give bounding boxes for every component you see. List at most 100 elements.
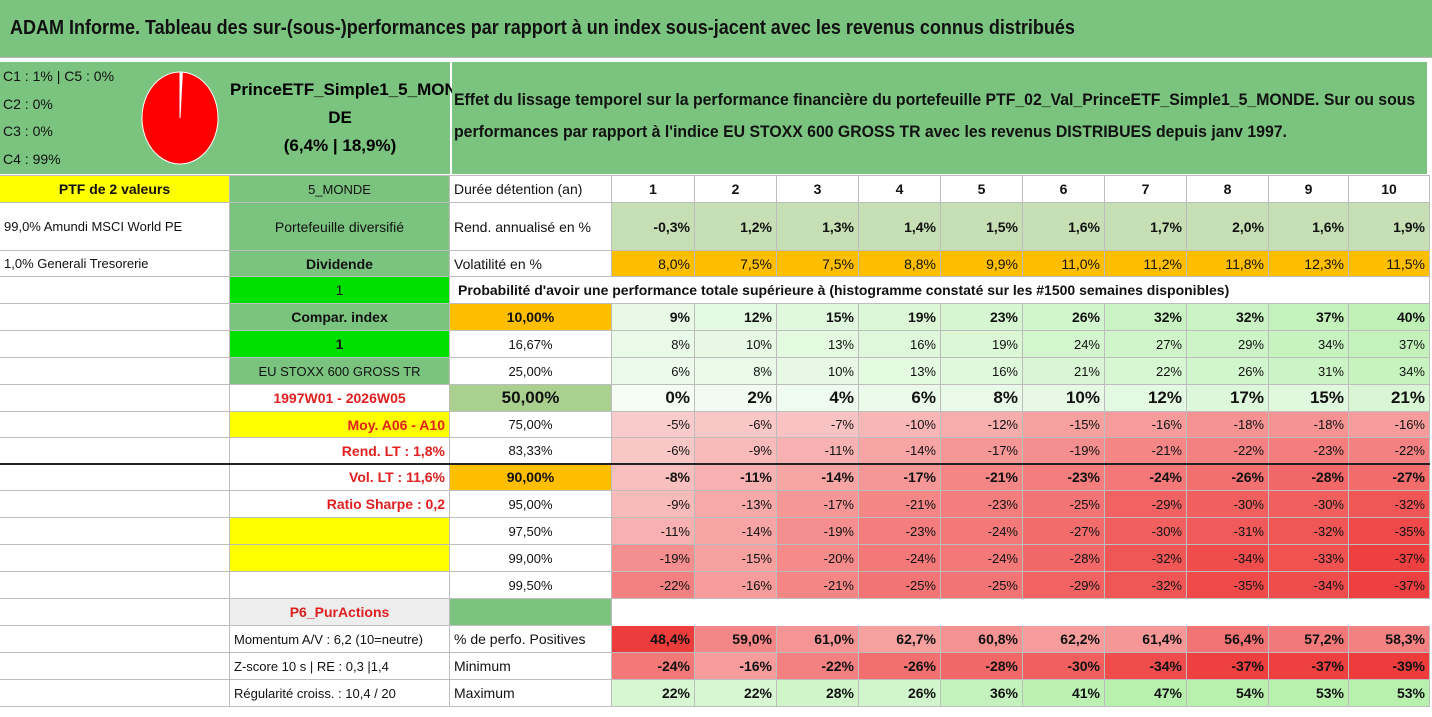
empty-cell xyxy=(0,412,230,438)
quantile-value: -24% xyxy=(1105,464,1187,491)
quantile-probability: 25,00% xyxy=(450,358,612,385)
year-header: 1 xyxy=(612,176,695,203)
quantile-value: -6% xyxy=(695,412,777,438)
portfolio-name-line1: PrinceETF_Simple1_5_MON xyxy=(230,80,457,99)
quantile-probability: 95,00% xyxy=(450,491,612,518)
adam-score xyxy=(230,518,450,545)
description-line2: performances par rapport à l'indice EU S… xyxy=(454,122,1287,141)
annual-return-value: 2,0% xyxy=(1187,203,1269,251)
ptf-count: PTF de 2 valeurs xyxy=(0,176,230,203)
quantile-value: -28% xyxy=(1269,464,1349,491)
quantile-value: -32% xyxy=(1105,545,1187,572)
allocation-pie-chart xyxy=(141,71,219,165)
zscore-label: Z-score 10 s | RE : 0,3 |1,4 xyxy=(230,653,450,680)
quantile-value: -11% xyxy=(695,464,777,491)
year-header: 9 xyxy=(1269,176,1349,203)
minimum-value: -34% xyxy=(1105,653,1187,680)
annual-return-value: 1,2% xyxy=(695,203,777,251)
volatility-value: 7,5% xyxy=(695,251,777,277)
empty-cell xyxy=(0,464,230,491)
quantile-value: 12% xyxy=(695,304,777,331)
quantile-probability: 99,50% xyxy=(450,572,612,599)
quantile-probability: 75,00% xyxy=(450,412,612,438)
quantile-value: -8% xyxy=(612,464,695,491)
portfolio-name-line2: DE xyxy=(328,108,352,127)
year-header: 5 xyxy=(941,176,1023,203)
empty-cell xyxy=(0,491,230,518)
quantile-value: 0% xyxy=(612,385,695,412)
quantile-value: 26% xyxy=(1187,358,1269,385)
quantile-value: -33% xyxy=(1269,545,1349,572)
quantile-value: 24% xyxy=(1023,331,1105,358)
volatility-value: 8,8% xyxy=(859,251,941,277)
positive-performance: 56,4% xyxy=(1187,626,1269,653)
quantile-value: 21% xyxy=(1349,385,1430,412)
quantile-value: -15% xyxy=(695,545,777,572)
maximum-value: 47% xyxy=(1105,680,1187,707)
quantile-value: 15% xyxy=(1269,385,1349,412)
regularity-label: Régularité croiss. : 10,4 / 20 xyxy=(230,680,450,707)
quantile-value: -15% xyxy=(1023,412,1105,438)
annual-return-value: -0,3% xyxy=(612,203,695,251)
period-label: 1997W01 - 2026W05 xyxy=(230,385,450,412)
quantile-value: 12% xyxy=(1105,385,1187,412)
quantile-value: -31% xyxy=(1187,518,1269,545)
quantile-value: -16% xyxy=(1349,412,1430,438)
quantile-value: -23% xyxy=(859,518,941,545)
quantile-value: -17% xyxy=(941,438,1023,464)
quantile-value: 37% xyxy=(1349,331,1430,358)
strategy-label: P6_PurActions xyxy=(230,599,450,626)
minimum-value: -24% xyxy=(612,653,695,680)
empty-cell xyxy=(0,653,230,680)
quantile-value: -16% xyxy=(1105,412,1187,438)
diversified-label: Portefeuille diversifié xyxy=(230,203,450,251)
quantile-value: -9% xyxy=(695,438,777,464)
flag-value-1: 1 xyxy=(230,277,450,304)
quantile-value: 34% xyxy=(1269,331,1349,358)
minimum-value: -26% xyxy=(859,653,941,680)
quantile-value: -32% xyxy=(1105,572,1187,599)
quantile-value: -18% xyxy=(1269,412,1349,438)
quantile-value: -22% xyxy=(1187,438,1269,464)
quantile-value: 8% xyxy=(695,358,777,385)
quantile-value: -11% xyxy=(777,438,859,464)
year-header: 3 xyxy=(777,176,859,203)
year-header: 2 xyxy=(695,176,777,203)
quantile-value: -21% xyxy=(1105,438,1187,464)
pie-panel: C1 : 1% | C5 : 0% C2 : 0% C3 : 0% C4 : 9… xyxy=(0,62,230,174)
quantile-value: 10% xyxy=(1023,385,1105,412)
empty-cell xyxy=(0,572,230,599)
positive-performance: 61,0% xyxy=(777,626,859,653)
quantile-value: -23% xyxy=(1023,464,1105,491)
quantile-value: -29% xyxy=(1105,491,1187,518)
quantile-value: -30% xyxy=(1269,491,1349,518)
long-term-return: Rend. LT : 1,8% xyxy=(230,438,450,464)
quantile-value: -6% xyxy=(612,438,695,464)
minimum-value: -30% xyxy=(1023,653,1105,680)
positive-performance: 48,4% xyxy=(612,626,695,653)
volatility-value: 11,8% xyxy=(1187,251,1269,277)
quantile-value: 17% xyxy=(1187,385,1269,412)
quantile-value: -35% xyxy=(1349,518,1430,545)
pie-label-c2: C2 : 0% xyxy=(3,96,53,112)
index-name: EU STOXX 600 GROSS TR xyxy=(230,358,450,385)
quantile-value: -28% xyxy=(1023,545,1105,572)
annual-return-value: 1,9% xyxy=(1349,203,1430,251)
pie-slice-c4 xyxy=(141,71,219,165)
positive-performance: 62,7% xyxy=(859,626,941,653)
maximum-value: 36% xyxy=(941,680,1023,707)
quantile-value: -12% xyxy=(941,412,1023,438)
quantile-value: -32% xyxy=(1269,518,1349,545)
empty-cell xyxy=(0,304,230,331)
empty-cell xyxy=(0,385,230,412)
quantile-value: -18% xyxy=(1187,412,1269,438)
positive-performance: 57,2% xyxy=(1269,626,1349,653)
positive-performance: 59,0% xyxy=(695,626,777,653)
quantile-value: -17% xyxy=(859,464,941,491)
pie-label-c1: C1 : 1% | C5 : 0% xyxy=(3,68,115,84)
annual-return-value: 1,6% xyxy=(1023,203,1105,251)
quantile-value: 21% xyxy=(1023,358,1105,385)
maximum-value: 53% xyxy=(1349,680,1430,707)
annual-return-label: Rend. annualisé en % xyxy=(450,203,612,251)
quantile-value: -27% xyxy=(1023,518,1105,545)
